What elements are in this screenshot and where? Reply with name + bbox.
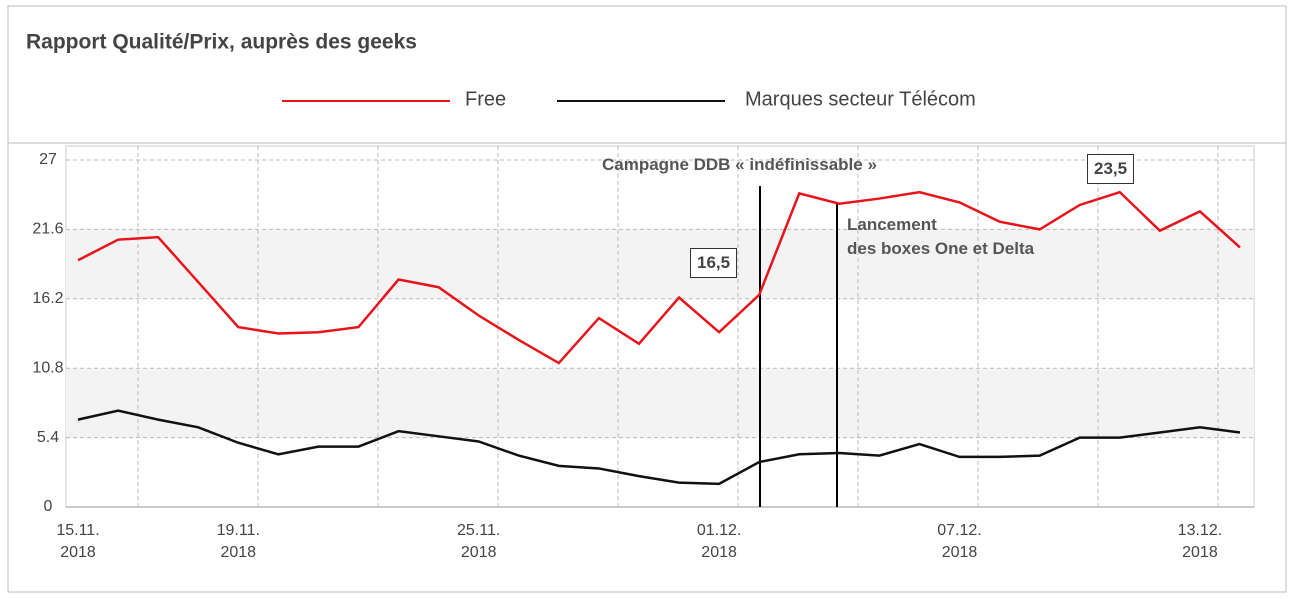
series-line [77, 409, 1241, 486]
series-line [77, 190, 1241, 365]
x-tick-label: 07.12. 2018 [937, 522, 982, 561]
grid-band [66, 229, 1254, 299]
annotation-box: 23,5 [1087, 154, 1135, 184]
x-tick-label: 19.11. 2018 [216, 522, 260, 561]
plot-area [65, 145, 1255, 508]
y-tick-label: 21.6 [32, 221, 63, 238]
x-tick-label: 25.11. 2018 [457, 522, 501, 561]
y-tick-label: 10.8 [32, 359, 63, 376]
chart-title: Rapport Qualité/Prix, auprès des geeks [26, 31, 417, 54]
annotation: Lancement des boxes One et Delta [847, 215, 1035, 258]
annotation-box: 16,5 [690, 248, 738, 278]
grid-band [66, 368, 1254, 438]
y-tick-label: 27 [39, 151, 57, 168]
y-tick-label: 0 [44, 498, 53, 515]
legend-label: Marques secteur Télécom [745, 88, 976, 110]
x-tick-label: 13.12. 2018 [1177, 522, 1223, 561]
x-tick-label: 01.12. 2018 [696, 522, 742, 561]
legend-label: Free [465, 88, 506, 110]
y-tick-label: 5.4 [37, 429, 59, 446]
y-tick-label: 16.2 [32, 290, 63, 307]
annotation: Campagne DDB « indéfinissable » [602, 155, 877, 174]
x-tick-label: 15.11. 2018 [56, 522, 100, 561]
header [7, 5, 1287, 144]
